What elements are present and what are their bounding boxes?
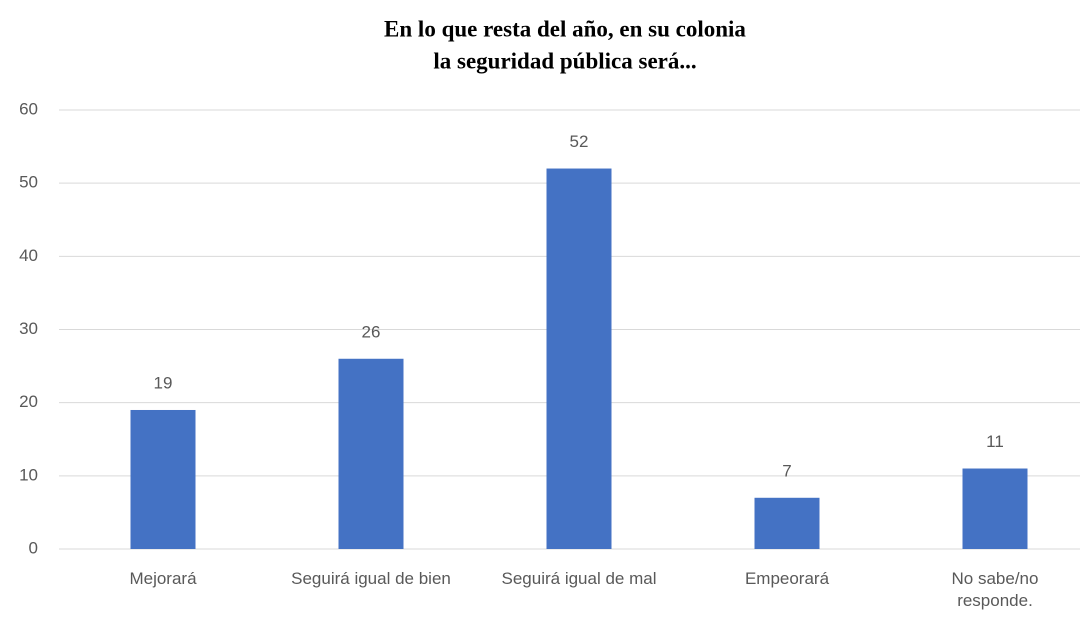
data-label: 26 — [362, 322, 381, 341]
x-tick-label: Seguirá igual de mal — [501, 569, 657, 588]
x-tick-label-box: No sabe/no responde. — [951, 569, 1039, 610]
x-tick-label: Empeorará — [744, 569, 830, 588]
bar — [754, 497, 820, 549]
x-tick-label-box: Seguirá igual de bien — [291, 569, 451, 588]
chart-title: En lo que resta del año, en su colonia — [384, 16, 746, 41]
y-tick-label: 10 — [19, 465, 38, 484]
bar — [962, 468, 1028, 549]
bar — [130, 409, 196, 549]
x-tick-label-box: Empeorará — [744, 569, 830, 588]
y-tick-label: 40 — [19, 246, 38, 265]
x-tick-label-box: Seguirá igual de mal — [501, 569, 657, 588]
data-label: 19 — [154, 373, 173, 392]
y-tick-label: 30 — [19, 319, 38, 338]
chart-title: la seguridad pública será... — [433, 48, 696, 73]
y-tick-label: 60 — [19, 99, 38, 118]
x-tick-label: No sabe/no responde. — [951, 569, 1039, 610]
bar — [338, 358, 404, 549]
x-tick-label: Mejorará — [129, 569, 197, 588]
x-tick-label-box: Mejorará — [129, 569, 197, 588]
data-label: 11 — [986, 432, 1004, 451]
data-label: 52 — [570, 132, 589, 151]
y-tick-label: 20 — [19, 392, 38, 411]
data-label: 7 — [782, 461, 791, 480]
y-tick-label: 50 — [19, 173, 38, 192]
x-tick-label: Seguirá igual de bien — [291, 569, 451, 588]
y-tick-label: 0 — [29, 538, 38, 557]
bar — [546, 168, 612, 550]
